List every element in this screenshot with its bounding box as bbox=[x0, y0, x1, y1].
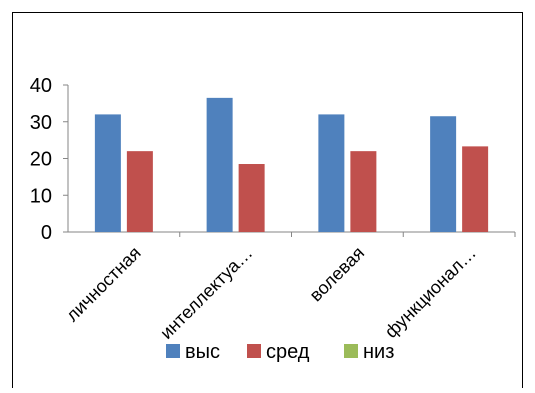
bar-выс bbox=[430, 116, 457, 232]
bar-сред bbox=[350, 151, 377, 232]
legend: выс сред низ bbox=[166, 341, 394, 363]
bar-сред bbox=[462, 146, 489, 232]
y-tick-label: 40 bbox=[30, 75, 52, 97]
legend-label-сред: сред bbox=[266, 341, 310, 363]
legend-swatch-выс bbox=[166, 344, 180, 358]
y-tick-label: 30 bbox=[30, 112, 52, 134]
legend-label-низ: низ bbox=[363, 341, 394, 363]
y-tick-label: 10 bbox=[30, 185, 52, 207]
legend-swatch-низ bbox=[344, 344, 358, 358]
bar-выс bbox=[206, 97, 233, 232]
category-label: функционал… bbox=[381, 243, 480, 342]
bar-выс bbox=[318, 114, 345, 232]
category-labels: личностная интеллектуа… волевая функционал… bbox=[62, 243, 480, 343]
category-label: волевая bbox=[306, 243, 369, 306]
bars bbox=[94, 97, 489, 232]
y-tick-label: 0 bbox=[41, 222, 52, 244]
bar-выс bbox=[94, 114, 121, 232]
legend-label-выс: выс bbox=[185, 341, 220, 363]
legend-swatch-сред bbox=[247, 344, 261, 358]
bar-сред bbox=[238, 164, 265, 232]
category-label: интеллектуа… bbox=[156, 243, 256, 343]
bar-сред bbox=[126, 151, 153, 232]
category-label: личностная bbox=[62, 243, 145, 326]
y-tick-label: 20 bbox=[30, 149, 52, 171]
